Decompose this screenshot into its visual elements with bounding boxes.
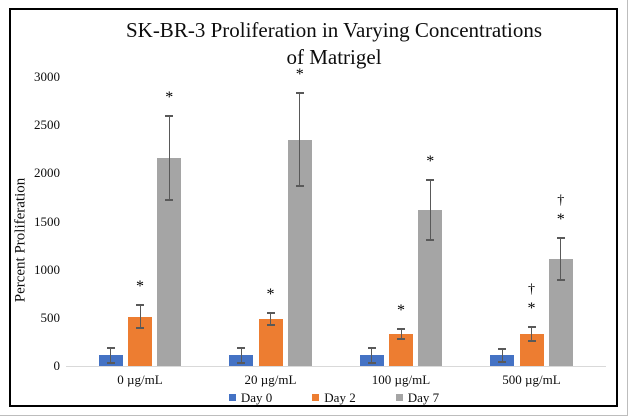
significance-asterisk: * — [527, 300, 536, 318]
chart-title-line-1: SK-BR-3 Proliferation in Varying Concent… — [125, 18, 543, 42]
chart-title: SK-BR-3 Proliferation in Varying Concent… — [64, 17, 604, 71]
x-category-label-20-g-ml: 20 µg/mL — [244, 372, 297, 387]
error-bar-cap — [295, 184, 304, 187]
error-bar-cap — [527, 340, 536, 343]
significance-asterisk: * — [295, 66, 304, 84]
error-bar-stem — [270, 311, 271, 326]
legend: Day 0 Day 2 Day 7 — [62, 390, 606, 405]
significance-dagger: † — [528, 282, 535, 298]
error-bar-cap — [266, 311, 275, 314]
legend-swatch-day-0 — [228, 394, 236, 401]
significance-asterisk: * — [556, 210, 565, 228]
legend-item-day-2: Day 2 — [312, 389, 356, 405]
error-bar-cap — [498, 348, 507, 351]
error-bar-day-0-20-g-ml — [237, 347, 246, 364]
y-tick-label-2000: 2000 — [34, 165, 60, 181]
y-tick-label-2500: 2500 — [34, 117, 60, 133]
error-bar-stem — [168, 114, 170, 202]
error-bar-day-7-500-g-ml — [556, 236, 565, 282]
error-bar-cap — [498, 360, 507, 363]
legend-item-day-7: Day 7 — [395, 389, 440, 405]
error-bar-stem — [299, 92, 301, 187]
x-category-label-500-g-ml: 500 µg/mL — [502, 372, 561, 387]
error-bar-cap — [165, 199, 174, 202]
error-bar-stem — [531, 326, 532, 343]
error-bar-stem — [371, 347, 373, 364]
y-tick-label-0: 0 — [53, 358, 61, 373]
y-tick-label-3000: 3000 — [34, 69, 60, 84]
error-bar-day-0-500-g-ml — [498, 348, 507, 363]
error-bar-cap — [426, 179, 435, 182]
error-bar-cap — [165, 114, 174, 117]
error-bar-stem — [501, 348, 503, 363]
error-bar-cap — [136, 327, 144, 330]
error-bar-cap — [106, 346, 115, 349]
y-axis-title: Percent Proliferation — [12, 177, 29, 303]
y-tick-label-500: 500 — [40, 309, 61, 325]
significance-asterisk: * — [426, 153, 435, 171]
error-bar-cap — [397, 328, 405, 331]
error-bar-cap — [556, 279, 565, 282]
error-bar-stem — [110, 346, 112, 365]
bar-day-2-20-g-ml — [258, 318, 283, 366]
chart-title-line-2: of Matrigel — [286, 45, 382, 69]
figure-frame — [9, 8, 618, 407]
legend-label-day-0: Day 0 — [240, 389, 273, 405]
error-bar-stem — [429, 179, 431, 241]
error-bar-cap — [237, 347, 246, 350]
error-bar-cap — [106, 362, 115, 365]
significance-asterisk: * — [136, 278, 144, 296]
error-bar-day-2-500-g-ml — [527, 326, 536, 343]
significance-asterisk: * — [397, 302, 405, 320]
legend-swatch-day-7 — [395, 394, 403, 401]
error-bar-day-7-20-g-ml — [295, 92, 304, 187]
y-tick-label-1500: 1500 — [34, 213, 60, 229]
x-axis-line — [66, 366, 606, 367]
error-bar-cap — [237, 361, 246, 364]
error-bar-cap — [556, 236, 565, 239]
legend-label-day-2: Day 2 — [324, 389, 356, 405]
significance-asterisk: * — [266, 285, 275, 303]
error-bar-cap — [136, 304, 144, 307]
error-bar-cap — [367, 361, 376, 364]
x-category-label-0-g-ml: 0 µg/mL — [117, 372, 163, 387]
error-bar-cap — [527, 326, 536, 329]
error-bar-stem — [400, 328, 402, 340]
error-bar-cap — [426, 238, 435, 241]
significance-dagger: † — [557, 192, 565, 208]
error-bar-day-2-20-g-ml — [266, 311, 275, 326]
error-bar-cap — [266, 324, 275, 326]
error-bar-cap — [367, 347, 376, 350]
error-bar-stem — [240, 347, 242, 364]
error-bar-day-2-0-g-ml — [136, 304, 144, 330]
error-bar-stem — [139, 304, 141, 330]
legend-swatch-day-2 — [312, 394, 320, 401]
error-bar-day-7-0-g-ml — [165, 114, 174, 202]
x-category-label-100-g-ml: 100 µg/mL — [371, 372, 431, 387]
error-bar-day-0-100-g-ml — [367, 347, 376, 364]
error-bar-day-0-0-g-ml — [106, 346, 115, 365]
error-bar-cap — [397, 337, 405, 340]
significance-asterisk: * — [165, 88, 174, 106]
error-bar-stem — [560, 236, 562, 282]
legend-item-day-0: Day 0 — [228, 389, 273, 405]
y-tick-label-1000: 1000 — [34, 261, 60, 277]
error-bar-cap — [295, 92, 304, 95]
error-bar-day-7-100-g-ml — [426, 179, 435, 241]
legend-label-day-7: Day 7 — [407, 389, 440, 405]
error-bar-day-2-100-g-ml — [397, 328, 405, 340]
